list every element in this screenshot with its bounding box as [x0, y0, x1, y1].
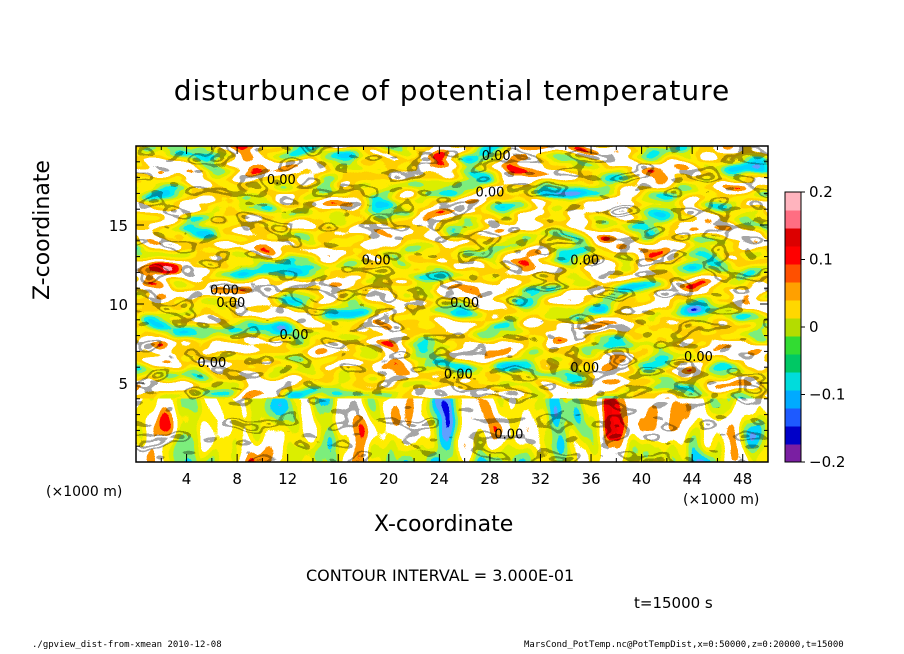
colorbar-segment — [785, 426, 801, 445]
contour-label: 0.00 — [570, 361, 599, 376]
contour-interval-note: CONTOUR INTERVAL = 3.000E-01 — [306, 566, 575, 585]
y-tick-label: 5 — [118, 375, 128, 393]
contour-label: 0.00 — [216, 296, 245, 311]
colorbar-segment — [785, 408, 801, 427]
colorbar-tick-label: 0 — [809, 318, 819, 336]
x-tick-label: 24 — [430, 470, 449, 488]
y-axis-label: Z-coordinate — [30, 160, 55, 300]
x-tick-label: 8 — [232, 470, 242, 488]
colorbar-segment — [785, 390, 801, 409]
colorbar-segment — [785, 228, 801, 247]
colorbar-segment — [785, 246, 801, 265]
colorbar-segment — [785, 300, 801, 319]
x-tick-label: 48 — [733, 470, 752, 488]
x-tick-label: 20 — [379, 470, 398, 488]
heatmap-field — [136, 146, 768, 462]
colorbar-segment — [785, 354, 801, 373]
contour-label: 0.00 — [482, 149, 511, 164]
contour-label: 0.00 — [280, 328, 309, 343]
x-tick-label: 16 — [329, 470, 348, 488]
colorbar-tick-label: −0.2 — [809, 453, 845, 471]
colorbar-segment — [785, 264, 801, 283]
colorbar-tick-label: 0.2 — [809, 183, 833, 201]
time-stamp: t=15000 s — [634, 594, 713, 612]
colorbar-segment — [785, 444, 801, 463]
contour-label: 0.00 — [570, 254, 599, 269]
colorbar-segment — [785, 372, 801, 391]
x-tick-label: 12 — [278, 470, 297, 488]
x-tick-label: 4 — [182, 470, 192, 488]
colorbar-tick-label: −0.1 — [809, 386, 845, 404]
contour-label: 0.00 — [210, 284, 239, 299]
colorbar-tick-label: 0.1 — [809, 251, 833, 269]
y-tick-label: 10 — [109, 296, 128, 314]
footer-script-info: ./gpview_dist-from-xmean 2010-12-08 — [32, 640, 222, 650]
x-axis-label: X-coordinate — [374, 512, 514, 537]
y-tick-label: 15 — [109, 217, 128, 235]
x-tick-label: 44 — [683, 470, 702, 488]
x-tick-label: 40 — [632, 470, 651, 488]
contour-label: 0.00 — [444, 367, 473, 382]
contour-label: 0.00 — [267, 173, 296, 188]
colorbar-segment — [785, 192, 801, 211]
footer-data-source: MarsCond_PotTemp.nc@PotTempDist,x=0:5000… — [524, 640, 844, 650]
chart-title: disturbunce of potential temperature — [173, 74, 731, 107]
contour-label: 0.00 — [362, 254, 391, 269]
contour-label: 0.00 — [475, 186, 504, 201]
contour-label: 0.00 — [684, 350, 713, 365]
colorbar-segment — [785, 210, 801, 229]
contour-label: 0.00 — [450, 296, 479, 311]
colorbar-segment — [785, 282, 801, 301]
x-tick-label: 28 — [480, 470, 499, 488]
colorbar-segment — [785, 336, 801, 355]
contour-lines — [136, 146, 768, 462]
x-unit-right: (×1000 m) — [683, 492, 760, 508]
x-tick-label: 36 — [581, 470, 600, 488]
contour-label: 0.00 — [494, 427, 523, 442]
x-unit-left: (×1000 m) — [46, 484, 123, 500]
colorbar-segment — [785, 318, 801, 337]
x-tick-label: 32 — [531, 470, 550, 488]
contour-label: 0.00 — [197, 356, 226, 371]
